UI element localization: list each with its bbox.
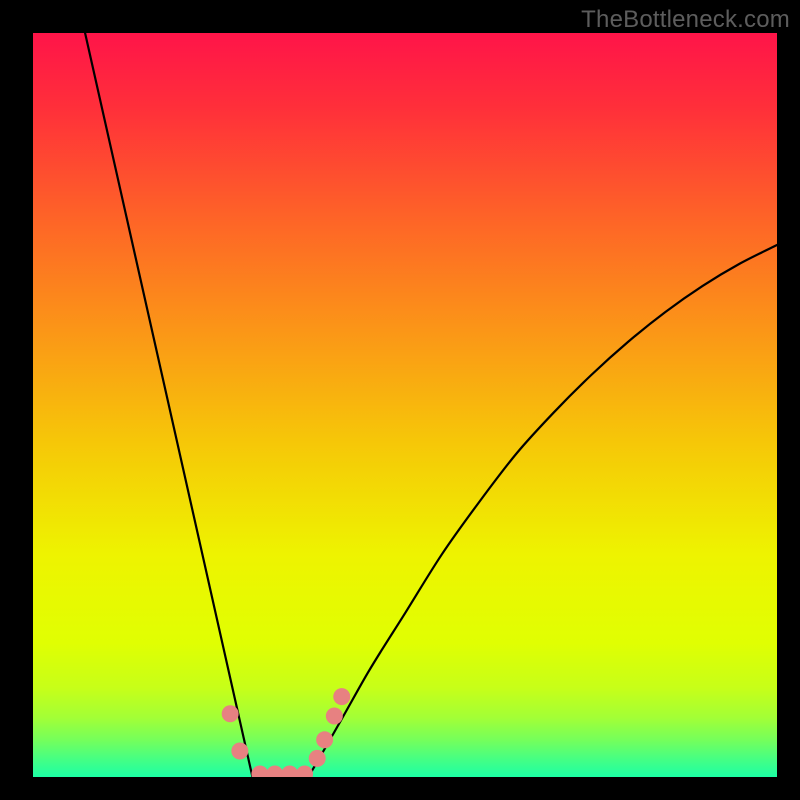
data-marker (326, 707, 343, 724)
data-marker (333, 688, 350, 705)
data-marker (316, 731, 333, 748)
data-marker (231, 742, 248, 759)
chart-plot-area (33, 33, 777, 777)
chart-svg (33, 33, 777, 777)
data-marker (222, 705, 239, 722)
watermark-text: TheBottleneck.com (581, 6, 790, 34)
data-marker (309, 750, 326, 767)
